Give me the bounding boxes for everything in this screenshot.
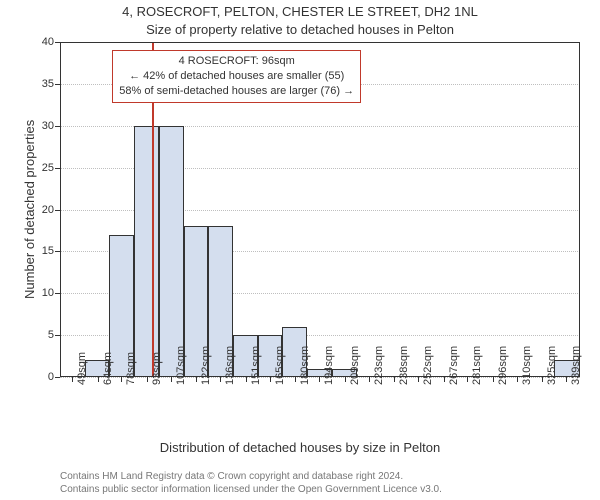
x-tick-mark xyxy=(196,377,197,382)
x-tick-label: 107sqm xyxy=(175,346,187,385)
histogram-bar xyxy=(159,126,184,377)
chart-title-2: Size of property relative to detached ho… xyxy=(0,22,600,37)
x-tick-mark xyxy=(542,377,543,382)
y-tick-mark xyxy=(55,84,60,85)
y-tick-label: 0 xyxy=(24,371,54,383)
x-tick-mark xyxy=(98,377,99,382)
y-axis-label: Number of detached properties xyxy=(22,120,37,299)
x-tick-mark xyxy=(517,377,518,382)
x-tick-mark xyxy=(171,377,172,382)
x-tick-label: 325sqm xyxy=(546,346,558,385)
x-tick-label: 223sqm xyxy=(373,346,385,385)
x-tick-mark xyxy=(246,377,247,382)
x-tick-mark xyxy=(295,377,296,382)
y-tick-mark xyxy=(55,126,60,127)
x-axis-label: Distribution of detached houses by size … xyxy=(0,440,600,455)
annotation-box: 4 ROSECROFT: 96sqm← 42% of detached hous… xyxy=(112,50,361,103)
y-tick-mark xyxy=(55,251,60,252)
chart-title-1: 4, ROSECROFT, PELTON, CHESTER LE STREET,… xyxy=(0,4,600,19)
x-tick-mark xyxy=(444,377,445,382)
x-tick-label: 194sqm xyxy=(323,346,335,385)
x-tick-label: 78sqm xyxy=(125,352,137,385)
gridline xyxy=(60,42,580,43)
x-tick-label: 296sqm xyxy=(497,346,509,385)
annotation-line: ← 42% of detached houses are smaller (55… xyxy=(119,69,354,84)
footer: Contains HM Land Registry data © Crown c… xyxy=(60,471,590,496)
x-tick-label: 267sqm xyxy=(448,346,460,385)
histogram-chart: 4, ROSECROFT, PELTON, CHESTER LE STREET,… xyxy=(0,0,600,500)
x-tick-mark xyxy=(418,377,419,382)
x-tick-mark xyxy=(394,377,395,382)
x-tick-label: 64sqm xyxy=(102,352,114,385)
x-tick-mark xyxy=(467,377,468,382)
y-tick-mark xyxy=(55,335,60,336)
x-tick-label: 339sqm xyxy=(570,346,582,385)
annotation-line: 4 ROSECROFT: 96sqm xyxy=(119,54,354,69)
x-tick-label: 310sqm xyxy=(521,346,533,385)
x-tick-mark xyxy=(566,377,567,382)
x-tick-mark xyxy=(72,377,73,382)
y-tick-mark xyxy=(55,293,60,294)
x-tick-mark xyxy=(220,377,221,382)
x-tick-mark xyxy=(147,377,148,382)
x-tick-label: 122sqm xyxy=(200,346,212,385)
histogram-bar xyxy=(134,126,159,377)
y-tick-label: 5 xyxy=(24,329,54,341)
plot-area: 4 ROSECROFT: 96sqm← 42% of detached hous… xyxy=(60,42,580,377)
y-tick-mark xyxy=(55,377,60,378)
footer-line-2: Contains public sector information licen… xyxy=(60,484,590,497)
x-tick-label: 136sqm xyxy=(224,346,236,385)
y-tick-mark xyxy=(55,42,60,43)
x-tick-label: 49sqm xyxy=(76,352,88,385)
y-tick-label: 40 xyxy=(24,36,54,48)
x-tick-label: 180sqm xyxy=(299,346,311,385)
y-tick-mark xyxy=(55,210,60,211)
x-tick-mark xyxy=(319,377,320,382)
x-tick-label: 93sqm xyxy=(151,352,163,385)
y-tick-label: 35 xyxy=(24,78,54,90)
footer-line-1: Contains HM Land Registry data © Crown c… xyxy=(60,471,590,484)
x-tick-mark xyxy=(369,377,370,382)
x-tick-mark xyxy=(345,377,346,382)
x-tick-label: 165sqm xyxy=(274,346,286,385)
x-tick-label: 252sqm xyxy=(422,346,434,385)
x-tick-label: 281sqm xyxy=(471,346,483,385)
annotation-line: 58% of semi-detached houses are larger (… xyxy=(119,84,354,99)
x-tick-label: 209sqm xyxy=(349,346,361,385)
x-tick-label: 151sqm xyxy=(250,346,262,385)
x-tick-mark xyxy=(121,377,122,382)
x-tick-mark xyxy=(270,377,271,382)
y-tick-mark xyxy=(55,168,60,169)
x-tick-label: 238sqm xyxy=(398,346,410,385)
x-tick-mark xyxy=(493,377,494,382)
